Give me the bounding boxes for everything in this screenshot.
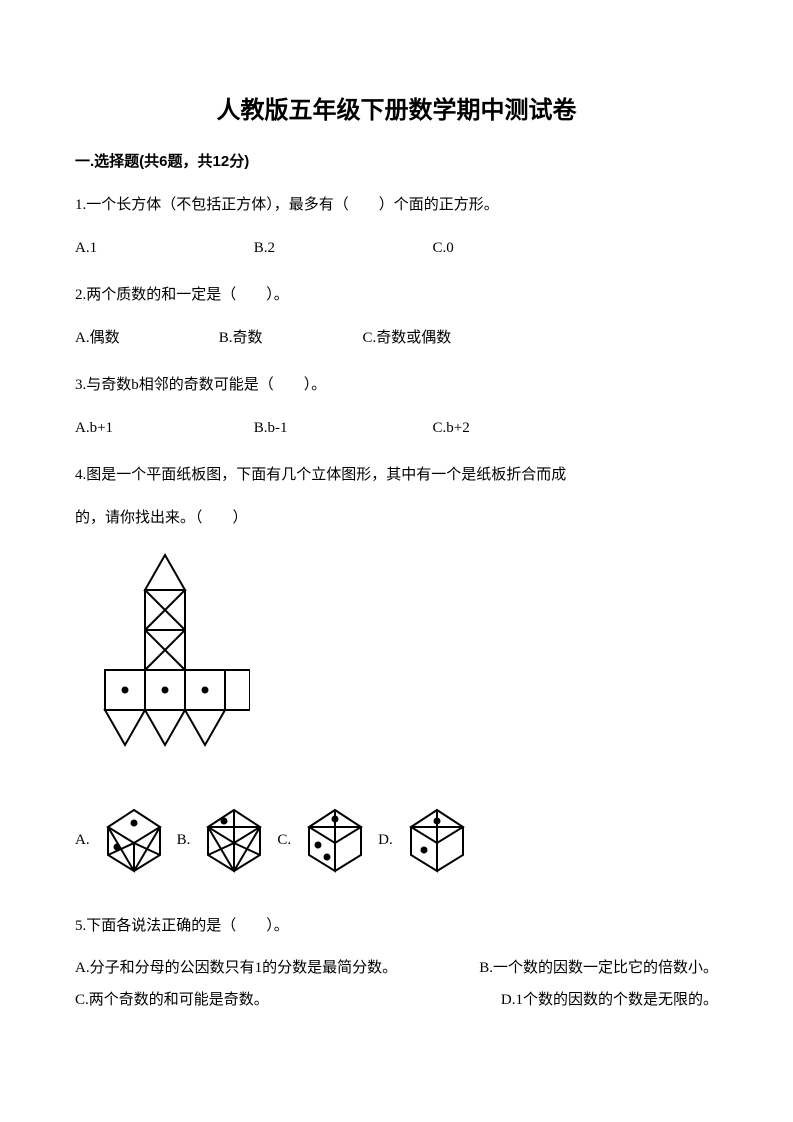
- q1-optA: A.1: [75, 232, 250, 265]
- q4-figure-options: A. B. C.: [75, 805, 718, 875]
- q2-optA: A.偶数: [75, 322, 215, 355]
- q2-options: A.偶数 B.奇数 C.奇数或偶数: [75, 322, 718, 355]
- q3-optA: A.b+1: [75, 412, 250, 445]
- q4-labelA: A.: [75, 832, 90, 849]
- q4-labelB: B.: [177, 832, 191, 849]
- q3-options: A.b+1 B.b-1 C.b+2: [75, 412, 718, 445]
- q2-text: 2.两个质数的和一定是（ ）。: [75, 279, 718, 312]
- q2-optB: B.奇数: [219, 322, 359, 355]
- q5-optD: D.1个数的因数的个数是无限的。: [501, 985, 718, 1015]
- q4-text2: 的，请你找出来。（ ）: [75, 502, 718, 535]
- q3-optC: C.b+2: [433, 412, 470, 445]
- q1-options: A.1 B.2 C.0: [75, 232, 718, 265]
- section-header: 一.选择题(共6题，共12分): [75, 150, 718, 171]
- q4-text1: 4.图是一个平面纸板图，下面有几个立体图形，其中有一个是纸板折合而成: [75, 459, 718, 492]
- cube-option-a-icon: [102, 805, 167, 875]
- q1-optB: B.2: [254, 232, 429, 265]
- q3-text: 3.与奇数b相邻的奇数可能是（ ）。: [75, 369, 718, 402]
- q5-text: 5.下面各说法正确的是（ ）。: [75, 910, 718, 943]
- q2-optC: C.奇数或偶数: [363, 322, 452, 355]
- q5-optB: B.一个数的因数一定比它的倍数小。: [479, 953, 718, 983]
- q4-labelD: D.: [378, 832, 393, 849]
- page-title: 人教版五年级下册数学期中测试卷: [75, 90, 718, 125]
- q1-text: 1.一个长方体（不包括正方体），最多有（ ）个面的正方形。: [75, 189, 718, 222]
- q5-optA: A.分子和分母的公因数只有1的分数是最简分数。: [75, 953, 397, 983]
- q3-optB: B.b-1: [254, 412, 429, 445]
- cube-option-c-icon: [303, 805, 368, 875]
- q1-optC: C.0: [433, 232, 454, 265]
- cube-option-b-icon: [202, 805, 267, 875]
- q5-optC: C.两个奇数的和可能是奇数。: [75, 985, 269, 1015]
- q5-options: A.分子和分母的公因数只有1的分数是最简分数。 B.一个数的因数一定比它的倍数小…: [75, 953, 718, 1015]
- cube-option-d-icon: [405, 805, 470, 875]
- net-diagram-icon: [75, 550, 250, 775]
- q4-labelC: C.: [277, 832, 291, 849]
- q4-main-figure: [75, 550, 718, 780]
